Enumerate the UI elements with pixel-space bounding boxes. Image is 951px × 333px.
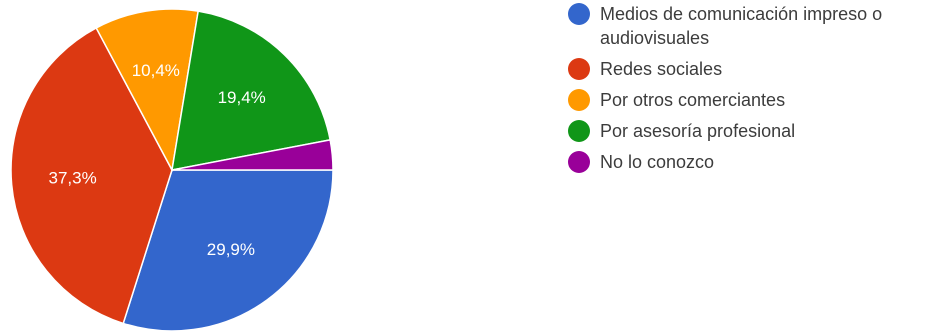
legend-swatch-icon bbox=[568, 58, 590, 80]
pie-slices bbox=[10, 8, 334, 332]
legend-label: Por asesoría profesional bbox=[600, 121, 796, 141]
legend: Medios de comunicación impreso o audiovi… bbox=[568, 2, 948, 181]
pie-slice bbox=[171, 138, 334, 171]
legend-item: Por asesoría profesional bbox=[568, 119, 948, 143]
slice-labels: 29,9% 37,3% 10,4% 19,4% bbox=[48, 61, 265, 259]
slice-value-label: 29,9% bbox=[207, 240, 255, 259]
slice-value-label: 37,3% bbox=[48, 169, 96, 188]
legend-item: Medios de comunicación impreso o audiovi… bbox=[568, 2, 948, 50]
slice-value-label: 19,4% bbox=[218, 88, 266, 107]
pie-slice bbox=[122, 169, 334, 332]
legend-label: No lo conozco bbox=[600, 152, 715, 172]
legend-swatch-icon bbox=[568, 120, 590, 142]
legend-item: No lo conozco bbox=[568, 150, 948, 174]
legend-swatch-icon bbox=[568, 3, 590, 25]
pie-slice bbox=[10, 26, 173, 325]
legend-label: Medios de comunicación impreso o audiovi… bbox=[600, 4, 883, 48]
pie-slice bbox=[95, 8, 200, 173]
legend-swatch-icon bbox=[568, 89, 590, 111]
legend-item: Por otros comerciantes bbox=[568, 88, 948, 112]
slice-value-label: 10,4% bbox=[132, 61, 180, 80]
legend-swatch-icon bbox=[568, 151, 590, 173]
legend-item: Redes sociales bbox=[568, 57, 948, 81]
pie-chart-svg: 29,9% 37,3% 10,4% 19,4% bbox=[10, 8, 334, 332]
pie-slice bbox=[171, 10, 332, 171]
legend-label: Por otros comerciantes bbox=[600, 90, 786, 110]
legend-label: Redes sociales bbox=[600, 59, 723, 79]
